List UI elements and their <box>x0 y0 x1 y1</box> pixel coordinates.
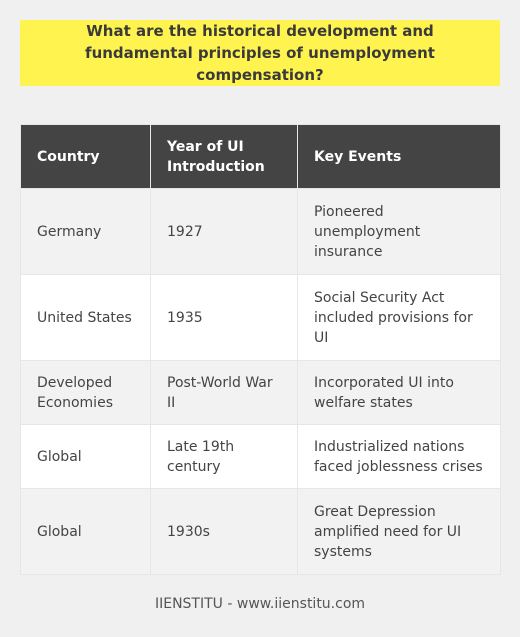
cell-country: Global <box>20 488 151 575</box>
table-row: Global Late 19th century Industrialized … <box>20 424 501 489</box>
table-row: Developed Economies Post-World War II In… <box>20 360 501 425</box>
header-year: Year of UI Introduction <box>150 124 298 189</box>
cell-year: 1935 <box>150 274 298 361</box>
question-box: What are the historical development and … <box>20 20 500 86</box>
cell-key-events: Social Security Act included provisions … <box>297 274 501 361</box>
header-country: Country <box>20 124 151 189</box>
cell-year: Late 19th century <box>150 424 298 489</box>
question-title: What are the historical development and … <box>85 22 435 84</box>
table-row: Germany 1927 Pioneered unemployment insu… <box>20 188 501 275</box>
header-key-events: Key Events <box>297 124 501 189</box>
footer-credit: IIENSTITU - www.iienstitu.com <box>154 596 366 612</box>
cell-country: Global <box>20 424 151 489</box>
cell-key-events: Industrialized nations faced joblessness… <box>297 424 501 489</box>
table-row: Global 1930s Great Depression amplified … <box>20 488 501 575</box>
cell-key-events: Pioneered unemployment insurance <box>297 188 501 275</box>
cell-country: Germany <box>20 188 151 275</box>
cell-year: 1927 <box>150 188 298 275</box>
cell-key-events: Great Depression amplified need for UI s… <box>297 488 501 575</box>
ui-history-table: Country Year of UI Introduction Key Even… <box>20 124 501 575</box>
table-header-row: Country Year of UI Introduction Key Even… <box>20 124 501 189</box>
cell-year: 1930s <box>150 488 298 575</box>
cell-year: Post-World War II <box>150 360 298 425</box>
table-row: United States 1935 Social Security Act i… <box>20 274 501 361</box>
cell-key-events: Incorporated UI into welfare states <box>297 360 501 425</box>
cell-country: Developed Economies <box>20 360 151 425</box>
cell-country: United States <box>20 274 151 361</box>
